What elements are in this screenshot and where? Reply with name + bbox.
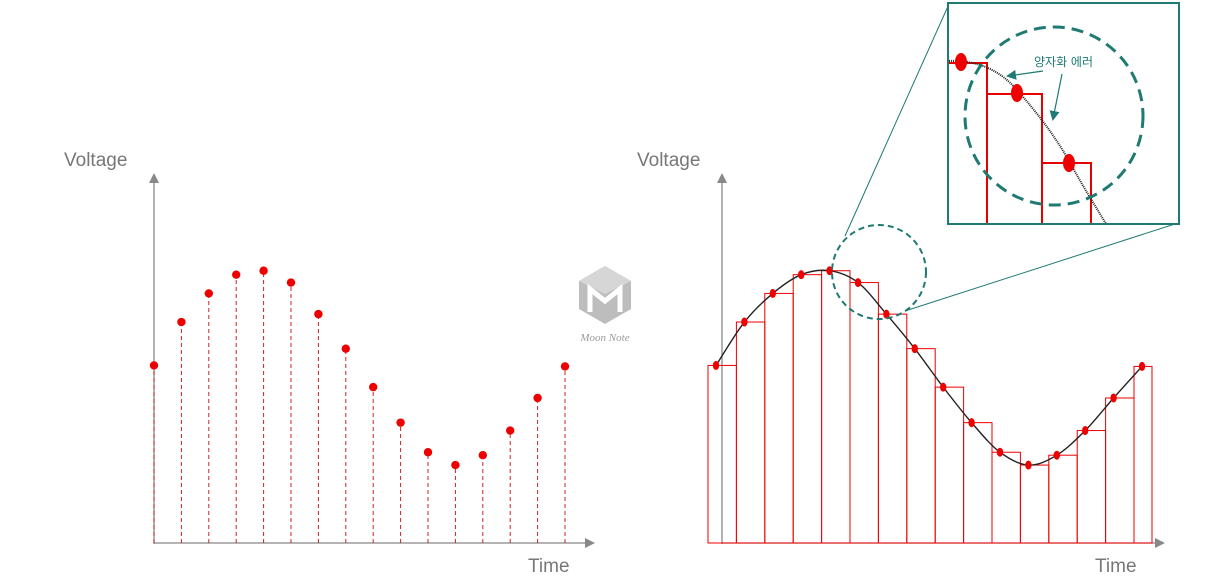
annotation-arrow — [1049, 73, 1063, 121]
sample-point — [1110, 393, 1117, 403]
sample-point — [911, 344, 918, 354]
left-x-axis-label: Time — [528, 556, 570, 577]
inset-step — [987, 93, 1043, 223]
zoom-connector-line — [844, 3, 950, 237]
sample-point — [854, 278, 862, 288]
sample-point — [741, 317, 748, 327]
sample-point — [1138, 361, 1146, 371]
sample-point — [1053, 450, 1061, 460]
sample-point — [286, 278, 296, 287]
zoom-connector-line — [904, 222, 1179, 312]
sample-point — [883, 309, 890, 319]
hold-step — [934, 386, 965, 544]
sample-point — [314, 309, 323, 319]
sample-point — [1025, 460, 1032, 470]
sample-point — [396, 418, 405, 427]
sample-point — [1082, 426, 1089, 436]
hold-step — [1133, 365, 1153, 544]
zoom-highlight-circle — [831, 224, 927, 320]
sample-point — [478, 451, 487, 460]
inset-sample-point — [1063, 154, 1075, 172]
sample-point — [712, 360, 720, 370]
sample-point — [996, 447, 1004, 457]
sample-point — [259, 266, 268, 275]
inset-step — [1042, 162, 1092, 223]
sample-point — [506, 426, 515, 435]
sample-point — [798, 270, 805, 280]
magnified-inset: 양자화 에러 — [947, 2, 1180, 225]
sample-point — [204, 289, 213, 298]
hold-step — [764, 292, 794, 544]
right-x-axis-label: Time — [1095, 556, 1137, 577]
inset-signal-curve — [949, 59, 1107, 223]
hold-step — [1048, 454, 1078, 544]
watermark-text: Moon Note — [579, 332, 629, 344]
right-y-axis-label: Voltage — [637, 150, 700, 171]
watermark: Moon Note — [579, 266, 631, 344]
left-y-axis-label: Voltage — [64, 150, 127, 171]
sample-point — [940, 382, 947, 392]
hold-step — [821, 270, 851, 544]
hold-step — [906, 348, 936, 544]
hold-step — [877, 313, 908, 544]
inset-highlight-circle — [963, 25, 1145, 207]
sample-point — [341, 344, 350, 353]
analog-signal-curve — [715, 269, 1143, 466]
hold-step — [1019, 464, 1050, 544]
sample-point — [423, 448, 433, 457]
quantization-error-label: 양자화 에러 — [1034, 55, 1093, 69]
sample-point — [769, 288, 776, 298]
hold-step — [735, 321, 766, 544]
sampled-signal-chart: Voltage Time — [64, 150, 595, 577]
inset-sample-point — [955, 53, 967, 71]
moonnote-logo-icon — [579, 266, 631, 324]
sample-point — [177, 317, 186, 327]
hold-step — [991, 451, 1021, 544]
sample-point — [451, 460, 460, 470]
sample-point — [560, 362, 570, 371]
sample-point — [232, 270, 241, 279]
sample-point — [533, 393, 542, 403]
hold-step — [1105, 397, 1135, 544]
hold-step — [849, 282, 879, 544]
hold-step — [792, 274, 823, 544]
sample-point — [968, 418, 975, 428]
hold-step — [1076, 430, 1107, 544]
sample-point — [149, 361, 159, 370]
annotation-arrow — [1006, 69, 1044, 80]
quantized-signal-chart: Voltage Time — [637, 3, 1179, 577]
inset-sample-point — [1011, 84, 1023, 102]
sample-point — [369, 382, 378, 392]
